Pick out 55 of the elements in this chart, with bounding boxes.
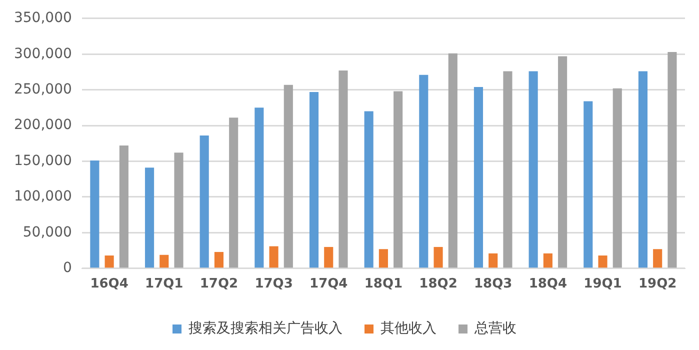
bar <box>214 252 224 268</box>
y-tick-label: 0 <box>62 260 72 276</box>
bar <box>394 91 403 268</box>
legend-label: 搜索及搜索相关广告收入 <box>188 320 342 337</box>
x-tick-label: 17Q3 <box>254 276 293 292</box>
x-tick-label: 17Q1 <box>145 276 184 292</box>
x-tick-label: 18Q2 <box>419 276 458 292</box>
bar <box>144 168 154 268</box>
bar <box>229 118 238 268</box>
bar <box>653 249 662 268</box>
bar <box>309 92 319 268</box>
x-tick-label: 17Q4 <box>310 276 348 292</box>
bar <box>543 253 552 268</box>
bar <box>364 111 374 268</box>
x-tick-label: 18Q4 <box>528 276 568 292</box>
bar <box>558 56 568 268</box>
bar <box>598 256 608 268</box>
y-tick-label: 300,000 <box>14 46 72 62</box>
bar <box>90 160 100 268</box>
bar <box>338 70 348 268</box>
x-tick-label: 16Q4 <box>90 276 128 292</box>
x-tick-label: 19Q1 <box>584 276 622 292</box>
bar <box>174 152 184 268</box>
bar <box>269 246 278 268</box>
bar <box>503 71 512 268</box>
legend-label: 总营收 <box>474 320 516 337</box>
y-tick-label: 200,000 <box>14 117 72 134</box>
bar <box>104 256 114 268</box>
y-tick-label: 50,000 <box>22 224 72 240</box>
bar <box>200 136 209 268</box>
bar <box>638 71 648 268</box>
bar <box>448 53 458 268</box>
legend-label: 其他收入 <box>380 320 436 337</box>
bar <box>528 71 538 268</box>
bar <box>434 246 443 268</box>
x-tick-label: 17Q2 <box>200 276 238 292</box>
bar <box>378 249 388 268</box>
bar <box>284 84 293 268</box>
bar <box>488 253 498 268</box>
y-tick-label: 150,000 <box>14 152 72 169</box>
x-tick-label: 18Q1 <box>364 276 403 292</box>
bar <box>474 86 484 268</box>
bar <box>254 108 264 268</box>
bar <box>419 74 428 268</box>
y-tick-label: 250,000 <box>14 81 72 98</box>
x-tick-label: 19Q2 <box>638 276 677 292</box>
bar <box>160 254 169 268</box>
bar <box>668 52 677 268</box>
bar <box>612 88 622 268</box>
bar <box>324 246 334 268</box>
y-tick-label: 350,000 <box>14 10 72 26</box>
y-tick-label: 100,000 <box>14 188 72 205</box>
bar <box>584 101 593 268</box>
x-tick-label: 18Q3 <box>474 276 512 292</box>
bar <box>119 146 128 268</box>
